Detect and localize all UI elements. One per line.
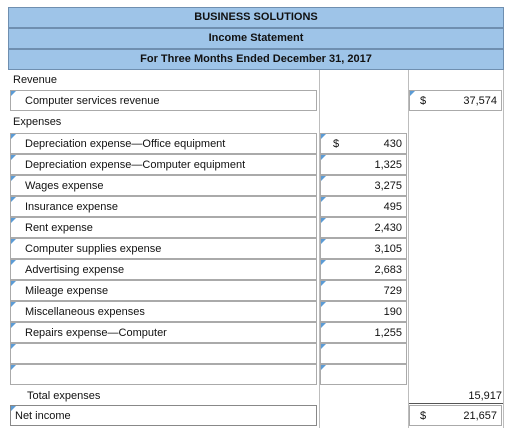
revenue-line-label: Computer services revenue xyxy=(25,95,160,107)
expense-amount: 430 xyxy=(383,138,402,150)
expense-line-input[interactable]: Advertising expense xyxy=(10,259,317,280)
expense-line-input[interactable]: Rent expense xyxy=(10,217,317,238)
expense-line-input[interactable]: Computer supplies expense xyxy=(10,238,317,259)
expense-line-input[interactable]: Miscellaneous expenses xyxy=(10,301,317,322)
revenue-amount-input[interactable]: $ 37,574 xyxy=(409,90,502,111)
net-income-currency: $ xyxy=(420,410,427,422)
total-underline xyxy=(409,403,503,404)
expense-line-label: Computer supplies expense xyxy=(25,243,162,255)
expense-line-label: Wages expense xyxy=(25,180,104,192)
expenses-section-label: Expenses xyxy=(13,116,62,128)
net-income-amount: 21,657 xyxy=(463,410,497,422)
revenue-section-label: Revenue xyxy=(13,74,58,86)
net-income-amount-cell: $ 21,657 xyxy=(409,405,502,426)
expense-amount: 2,683 xyxy=(374,264,402,276)
expense-currency: $ xyxy=(333,138,340,150)
total-expenses-label: Total expenses xyxy=(27,390,101,402)
expense-line-input[interactable]: Repairs expense—Computer xyxy=(10,322,317,343)
statement-period: For Three Months Ended December 31, 2017 xyxy=(8,49,504,70)
expense-amount-input[interactable]: 190 xyxy=(320,301,407,322)
expense-amount-input[interactable] xyxy=(320,343,407,364)
expense-line-input[interactable]: Wages expense xyxy=(10,175,317,196)
expense-amount-input[interactable]: $430 xyxy=(320,133,407,154)
expense-line-input[interactable]: Depreciation expense—Office equipment xyxy=(10,133,317,154)
expense-amount-input[interactable]: 2,683 xyxy=(320,259,407,280)
expense-amount-input[interactable]: 2,430 xyxy=(320,217,407,238)
expense-line-label: Depreciation expense—Office equipment xyxy=(25,138,226,150)
expense-line-input[interactable] xyxy=(10,364,317,385)
expense-amount: 190 xyxy=(383,306,402,318)
expense-amount-input[interactable] xyxy=(320,364,407,385)
revenue-amount: 37,574 xyxy=(463,95,497,107)
expense-amount-input[interactable]: 729 xyxy=(320,280,407,301)
net-income-label: Net income xyxy=(15,410,71,422)
expense-amount: 495 xyxy=(383,201,402,213)
company-name: BUSINESS SOLUTIONS xyxy=(8,7,504,28)
expense-line-label: Rent expense xyxy=(25,222,93,234)
column-divider xyxy=(503,70,504,428)
expense-amount-input[interactable]: 1,325 xyxy=(320,154,407,175)
net-income-line-input[interactable]: Net income xyxy=(10,405,317,426)
statement-title: Income Statement xyxy=(8,28,504,49)
expense-line-label: Mileage expense xyxy=(25,285,109,297)
expense-line-label: Depreciation expense—Computer equipment xyxy=(25,159,246,171)
expense-line-label: Insurance expense xyxy=(25,201,118,213)
column-divider xyxy=(319,70,320,428)
expense-amount-input[interactable]: 3,105 xyxy=(320,238,407,259)
expense-line-label: Miscellaneous expenses xyxy=(25,306,145,318)
expense-line-label: Advertising expense xyxy=(25,264,125,276)
expense-line-input[interactable]: Depreciation expense—Computer equipment xyxy=(10,154,317,175)
revenue-line-input[interactable]: Computer services revenue xyxy=(10,90,317,111)
expense-amount-input[interactable]: 1,255 xyxy=(320,322,407,343)
expense-amount: 3,105 xyxy=(374,243,402,255)
expense-line-input[interactable] xyxy=(10,343,317,364)
expense-line-label: Repairs expense—Computer xyxy=(25,327,167,339)
expense-amount: 729 xyxy=(383,285,402,297)
expense-amount: 1,325 xyxy=(374,159,402,171)
expense-amount-input[interactable]: 3,275 xyxy=(320,175,407,196)
expense-line-input[interactable]: Mileage expense xyxy=(10,280,317,301)
expense-line-input[interactable]: Insurance expense xyxy=(10,196,317,217)
total-expenses-amount: 15,917 xyxy=(468,390,502,402)
column-divider xyxy=(408,70,409,428)
expense-amount: 1,255 xyxy=(374,327,402,339)
expense-amount: 3,275 xyxy=(374,180,402,192)
expense-amount: 2,430 xyxy=(374,222,402,234)
revenue-currency: $ xyxy=(420,95,427,107)
expense-amount-input[interactable]: 495 xyxy=(320,196,407,217)
